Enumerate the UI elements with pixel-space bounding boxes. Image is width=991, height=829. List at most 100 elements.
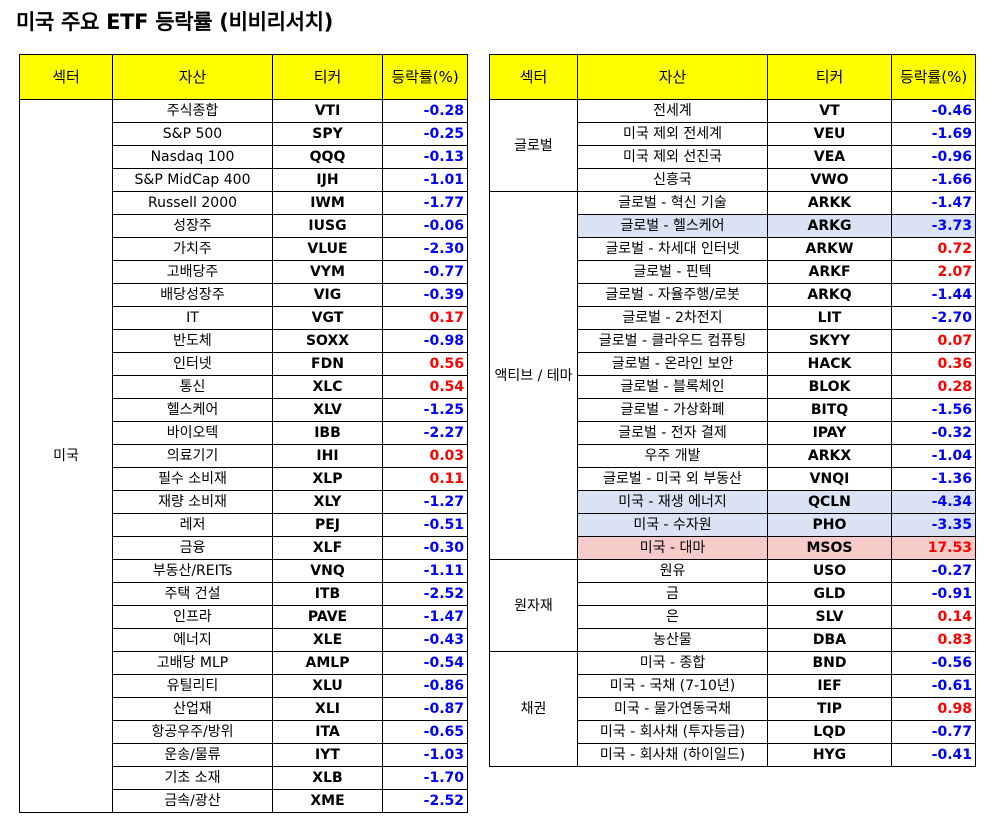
- header-sector: 섹터: [19, 54, 113, 100]
- ticker-cell: HACK: [767, 352, 892, 376]
- change-value-cell: -0.91: [891, 582, 976, 606]
- table-row: 산업재 XLI -0.87: [20, 697, 468, 721]
- table-row: 의료기기 IHI 0.03: [20, 444, 468, 468]
- ticker-cell: TIP: [767, 697, 892, 721]
- table-header-row: 섹터 자산 티커 등락률(%): [489, 54, 976, 100]
- table-header-row: 섹터 자산 티커 등락률(%): [19, 54, 468, 100]
- change-value-cell: -0.86: [382, 674, 468, 698]
- sector-cell: 액티브 / 테마: [489, 191, 578, 560]
- ticker-cell: IWM: [272, 191, 383, 215]
- change-value-cell: 0.14: [891, 605, 976, 629]
- asset-name-cell: 글로벌 - 블록체인: [577, 375, 768, 399]
- asset-name-cell: 배당성장주: [112, 283, 273, 307]
- ticker-cell: XLB: [272, 766, 383, 790]
- table-row: 농산물 DBA 0.83: [490, 628, 976, 652]
- change-value-cell: -1.11: [382, 559, 468, 583]
- asset-name-cell: 신흥국: [577, 168, 768, 192]
- table-row: 신흥국 VWO -1.66: [490, 168, 976, 192]
- ticker-cell: IEF: [767, 674, 892, 698]
- table-row: S&P MidCap 400 IJH -1.01: [20, 168, 468, 192]
- change-value-cell: -0.30: [382, 536, 468, 560]
- asset-name-cell: 글로벌 - 차세대 인터넷: [577, 237, 768, 261]
- asset-name-cell: 미국 - 종합: [577, 651, 768, 675]
- table-row: 인프라 PAVE -1.47: [20, 605, 468, 629]
- sector-cell: 채권: [489, 651, 578, 767]
- asset-name-cell: S&P 500: [112, 122, 273, 146]
- asset-name-cell: 성장주: [112, 214, 273, 238]
- ticker-cell: BND: [767, 651, 892, 675]
- table-row: Nasdaq 100 QQQ -0.13: [20, 145, 468, 169]
- sector-cell: 원자재: [489, 559, 578, 652]
- change-value-cell: -0.77: [382, 260, 468, 284]
- change-value-cell: -0.25: [382, 122, 468, 146]
- asset-name-cell: 기초 소재: [112, 766, 273, 790]
- asset-name-cell: 의료기기: [112, 444, 273, 468]
- table-row: 가치주 VLUE -2.30: [20, 237, 468, 261]
- change-value-cell: -1.25: [382, 398, 468, 422]
- asset-name-cell: 글로벌 - 전자 결제: [577, 421, 768, 445]
- asset-name-cell: 미국 - 재생 에너지: [577, 490, 768, 514]
- change-value-cell: -0.27: [891, 559, 976, 583]
- change-value-cell: -3.73: [891, 214, 976, 238]
- table-row: 우주 개발 ARKX -1.04: [490, 444, 976, 468]
- asset-name-cell: 고배당주: [112, 260, 273, 284]
- asset-name-cell: 고배당 MLP: [112, 651, 273, 675]
- asset-name-cell: 미국 - 회사채 (투자등급): [577, 720, 768, 744]
- table-row: 미국 - 재생 에너지 QCLN -4.34: [490, 490, 976, 514]
- table-row: 레저 PEJ -0.51: [20, 513, 468, 537]
- header-asset: 자산: [577, 54, 768, 100]
- change-value-cell: -0.46: [891, 99, 976, 123]
- ticker-cell: XME: [272, 789, 383, 813]
- asset-name-cell: 운송/물류: [112, 743, 273, 767]
- change-value-cell: -1.47: [891, 191, 976, 215]
- ticker-cell: VTI: [272, 99, 383, 123]
- ticker-cell: ITB: [272, 582, 383, 606]
- header-change: 등락률(%): [382, 54, 468, 100]
- change-value-cell: 0.07: [891, 329, 976, 353]
- change-value-cell: 0.17: [382, 306, 468, 330]
- asset-name-cell: Russell 2000: [112, 191, 273, 215]
- table-row: Russell 2000 IWM -1.77: [20, 191, 468, 215]
- header-ticker: 티커: [767, 54, 892, 100]
- asset-name-cell: 미국 - 대마: [577, 536, 768, 560]
- ticker-cell: VEU: [767, 122, 892, 146]
- change-value-cell: -1.70: [382, 766, 468, 790]
- ticker-cell: XLV: [272, 398, 383, 422]
- ticker-cell: XLC: [272, 375, 383, 399]
- ticker-cell: IBB: [272, 421, 383, 445]
- change-value-cell: -0.87: [382, 697, 468, 721]
- ticker-cell: DBA: [767, 628, 892, 652]
- ticker-cell: IJH: [272, 168, 383, 192]
- header-sector: 섹터: [489, 54, 578, 100]
- asset-name-cell: 농산물: [577, 628, 768, 652]
- change-value-cell: -1.36: [891, 467, 976, 491]
- asset-name-cell: 은: [577, 605, 768, 629]
- table-row: 배당성장주 VIG -0.39: [20, 283, 468, 307]
- asset-name-cell: 글로벌 - 미국 외 부동산: [577, 467, 768, 491]
- table-row: S&P 500 SPY -0.25: [20, 122, 468, 146]
- left-table-body: 미국 주식종합 VTI -0.28 S&P 500 SPY -0.25 Nasdaq 100 Q…: [19, 99, 468, 813]
- change-value-cell: -0.13: [382, 145, 468, 169]
- change-value-cell: -0.61: [891, 674, 976, 698]
- asset-name-cell: 주식종합: [112, 99, 273, 123]
- right-table-body: 글로벌 전세계 VT -0.46 미국 제외 전세계 VEU -1.69 미국 제외 선진국 V…: [489, 99, 976, 767]
- asset-name-cell: 에너지: [112, 628, 273, 652]
- table-row: 글로벌 - 전자 결제 IPAY -0.32: [490, 421, 976, 445]
- change-value-cell: -1.77: [382, 191, 468, 215]
- table-row: 액티브 / 테마 글로벌 - 혁신 기술 ARKK -1.47: [489, 191, 976, 560]
- table-row: 인터넷 FDN 0.56: [20, 352, 468, 376]
- change-value-cell: -0.56: [891, 651, 976, 675]
- ticker-cell: VNQ: [272, 559, 383, 583]
- ticker-cell: BLOK: [767, 375, 892, 399]
- asset-name-cell: IT: [112, 306, 273, 330]
- ticker-cell: SPY: [272, 122, 383, 146]
- asset-name-cell: 헬스케어: [112, 398, 273, 422]
- asset-name-cell: 미국 제외 선진국: [577, 145, 768, 169]
- ticker-cell: VGT: [272, 306, 383, 330]
- change-value-cell: -0.98: [382, 329, 468, 353]
- asset-name-cell: 가치주: [112, 237, 273, 261]
- asset-name-cell: 반도체: [112, 329, 273, 353]
- table-row: 미국 - 수자원 PHO -3.35: [490, 513, 976, 537]
- table-row: 원자재 원유 USO -0.27: [489, 559, 976, 652]
- table-row: 미국 - 회사채 (투자등급) LQD -0.77: [490, 720, 976, 744]
